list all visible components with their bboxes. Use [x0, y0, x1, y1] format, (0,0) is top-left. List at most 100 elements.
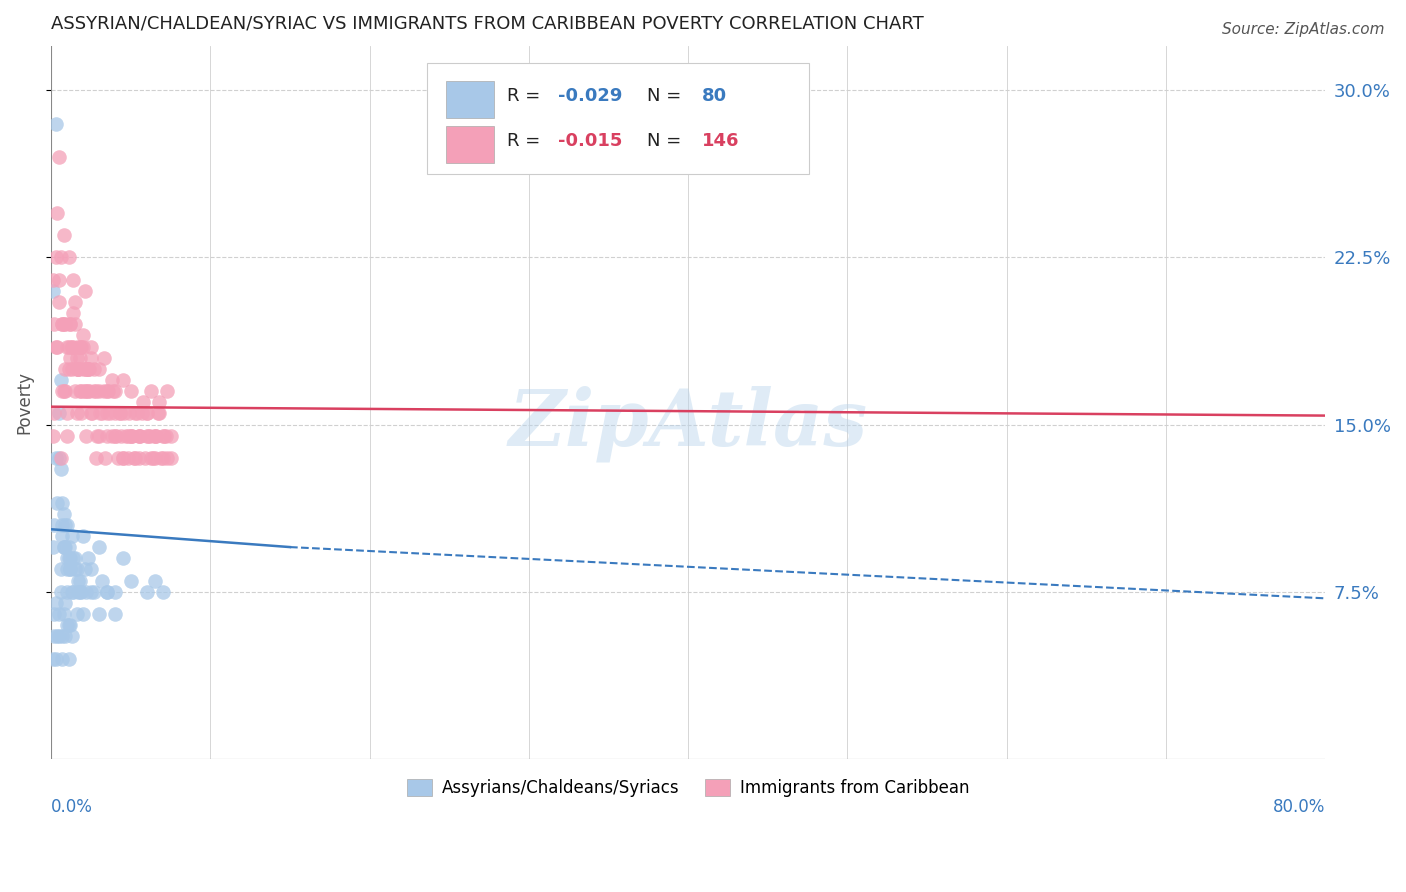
Point [63, 295, 86, 310]
Point [128, 450, 150, 465]
Point [104, 428, 127, 442]
Point [65, 562, 87, 576]
Point [45, 450, 67, 465]
Point [72, 361, 94, 376]
Point [80, 406, 103, 420]
Point [79, 384, 101, 398]
Point [105, 428, 128, 442]
Point [67, 361, 90, 376]
Point [125, 406, 148, 420]
Point [69, 339, 91, 353]
Point [46, 339, 69, 353]
Point [80, 351, 103, 365]
Point [51, 317, 73, 331]
Point [143, 428, 166, 442]
Point [56, 428, 79, 442]
Point [107, 450, 129, 465]
Point [124, 450, 146, 465]
Point [56, 618, 79, 632]
Point [115, 428, 138, 442]
Point [51, 495, 73, 509]
Legend: Assyrians/Chaldeans/Syriacs, Immigrants from Caribbean: Assyrians/Chaldeans/Syriacs, Immigrants … [401, 772, 976, 804]
Point [52, 384, 75, 398]
Text: N =: N = [647, 87, 688, 104]
Point [51, 317, 73, 331]
Point [108, 406, 131, 420]
Point [63, 317, 86, 331]
Text: R =: R = [508, 87, 547, 104]
Point [62, 584, 84, 599]
Point [59, 351, 82, 365]
Point [141, 384, 163, 398]
Point [69, 574, 91, 588]
Point [159, 428, 181, 442]
Point [135, 428, 157, 442]
Point [63, 384, 86, 398]
Point [80, 584, 103, 599]
Point [45, 651, 67, 665]
Point [56, 517, 79, 532]
Point [76, 361, 98, 376]
Point [59, 562, 82, 576]
Point [65, 339, 87, 353]
Point [59, 562, 82, 576]
Point [48, 273, 70, 287]
Point [70, 339, 93, 353]
Point [129, 428, 152, 442]
FancyBboxPatch shape [427, 63, 810, 174]
Point [51, 529, 73, 543]
Point [55, 361, 77, 376]
Point [48, 629, 70, 643]
Point [51, 651, 73, 665]
Point [63, 551, 86, 566]
Point [83, 584, 105, 599]
Text: ASSYRIAN/CHALDEAN/SYRIAC VS IMMIGRANTS FROM CARIBBEAN POVERTY CORRELATION CHART: ASSYRIAN/CHALDEAN/SYRIAC VS IMMIGRANTS F… [51, 15, 924, 33]
Point [51, 629, 73, 643]
Point [55, 629, 77, 643]
Point [72, 529, 94, 543]
Point [58, 618, 80, 632]
Point [48, 450, 70, 465]
Text: ZipAtlas: ZipAtlas [509, 385, 868, 462]
Point [118, 406, 141, 420]
Point [44, 317, 66, 331]
Point [152, 428, 174, 442]
Point [75, 428, 97, 442]
Point [96, 584, 118, 599]
Point [56, 551, 79, 566]
Point [52, 540, 75, 554]
Point [52, 540, 75, 554]
Point [55, 596, 77, 610]
Point [159, 450, 181, 465]
Point [58, 339, 80, 353]
Point [108, 406, 131, 420]
Point [49, 562, 72, 576]
Point [83, 361, 105, 376]
Point [56, 339, 79, 353]
Point [93, 384, 115, 398]
Point [70, 384, 93, 398]
Point [87, 540, 110, 554]
Point [139, 428, 162, 442]
Point [73, 384, 96, 398]
Text: -0.029: -0.029 [558, 87, 623, 104]
Point [87, 384, 110, 398]
Point [70, 406, 93, 420]
Point [101, 384, 124, 398]
Point [58, 251, 80, 265]
Point [91, 574, 114, 588]
Point [84, 450, 107, 465]
Point [56, 562, 79, 576]
Point [110, 428, 132, 442]
Point [52, 228, 75, 243]
Point [111, 373, 134, 387]
Text: 146: 146 [702, 131, 740, 150]
Point [48, 607, 70, 621]
Point [67, 361, 90, 376]
Point [72, 339, 94, 353]
Point [96, 384, 118, 398]
Point [75, 361, 97, 376]
Text: -0.015: -0.015 [558, 131, 623, 150]
Point [96, 584, 118, 599]
Point [48, 295, 70, 310]
